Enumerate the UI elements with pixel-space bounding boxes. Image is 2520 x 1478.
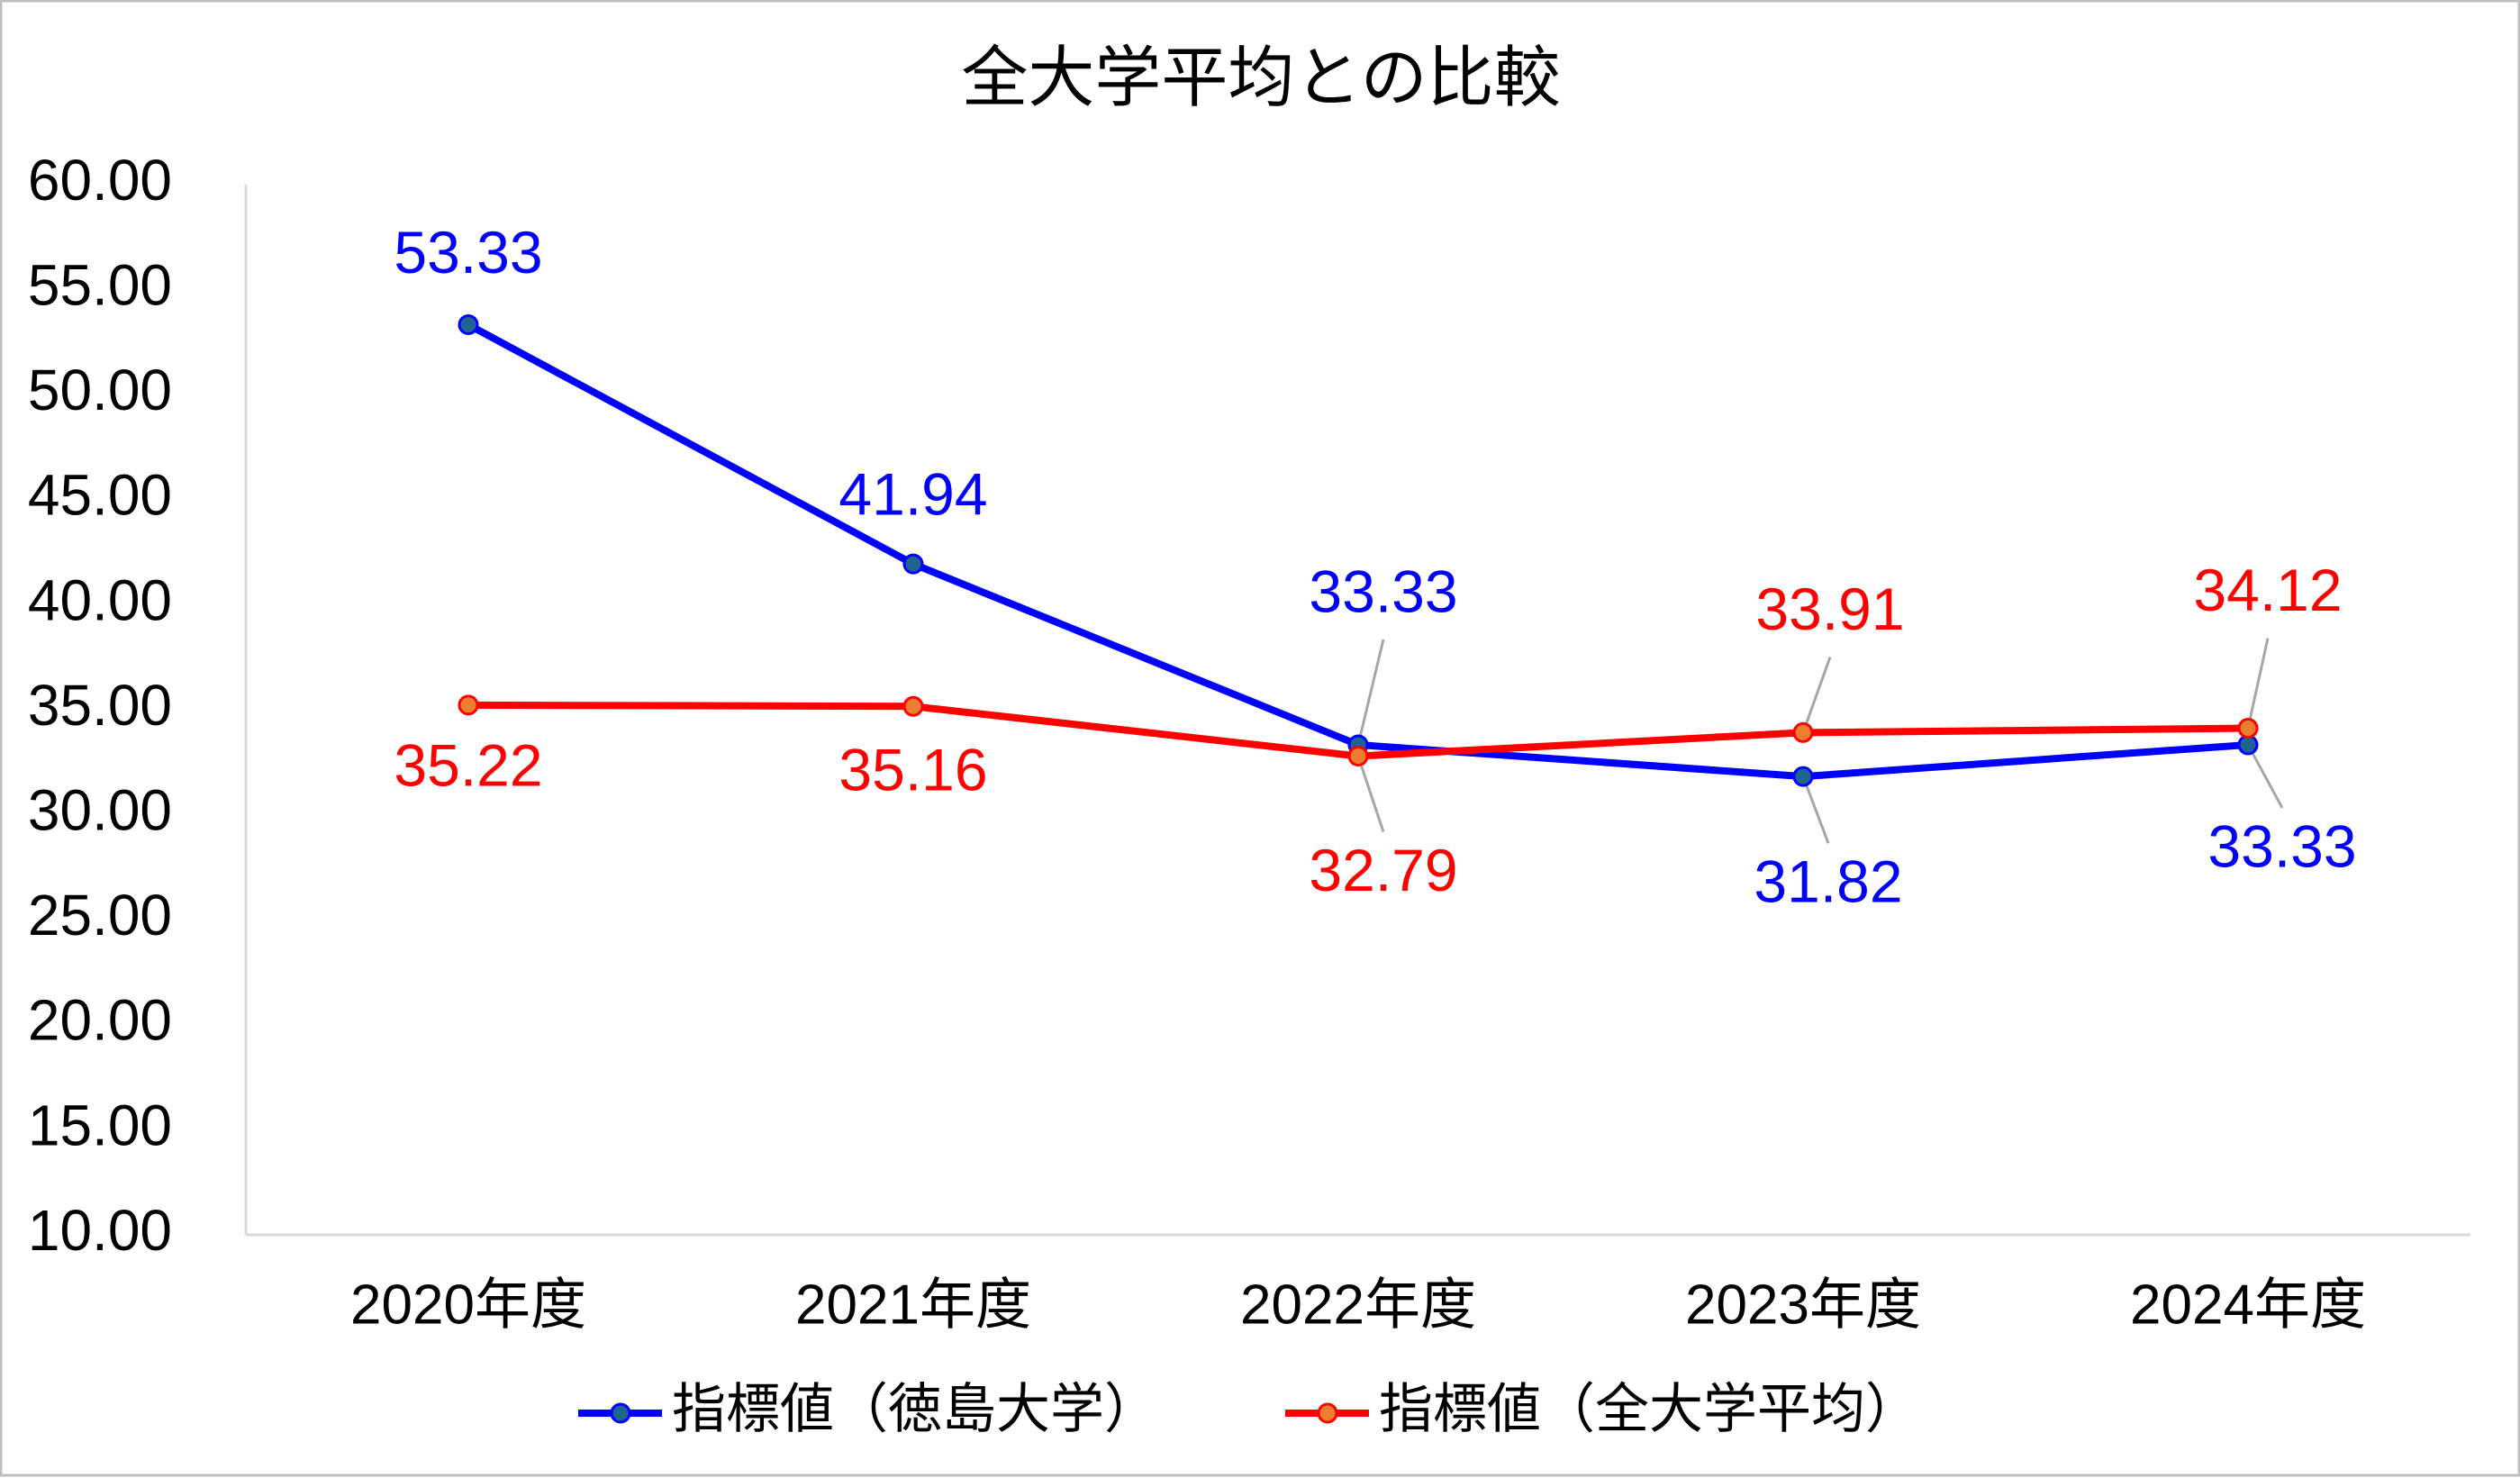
leader-line (2246, 638, 2270, 729)
data-point (902, 553, 924, 575)
legend-marker-icon (610, 1402, 631, 1424)
legend-item: 指標値（徳島大学） (578, 1379, 1158, 1439)
data-label: 35.16 (838, 737, 987, 803)
y-tick-label: 35.00 (28, 673, 172, 738)
data-point (1347, 746, 1369, 767)
leader-line (2246, 744, 2284, 809)
y-tick-label: 15.00 (28, 1093, 172, 1157)
x-tick-label: 2021年度 (795, 1274, 1031, 1336)
leader-line (1356, 756, 1385, 833)
y-tick-label: 10.00 (28, 1198, 172, 1263)
data-point (458, 694, 479, 716)
leader-line (1801, 656, 1832, 733)
x-tick-label: 2022年度 (1240, 1274, 1476, 1336)
y-tick-label: 60.00 (28, 148, 172, 213)
leader-line (1356, 639, 1385, 746)
legend-label: 指標値（徳島大学） (672, 1379, 1158, 1439)
y-tick-label: 50.00 (28, 358, 172, 422)
y-tick-label: 20.00 (28, 988, 172, 1053)
data-point (458, 314, 479, 336)
data-label: 35.22 (394, 731, 542, 798)
y-tick-label: 40.00 (28, 567, 172, 632)
data-point (1792, 721, 1814, 743)
y-tick-label: 25.00 (28, 883, 172, 948)
data-label: 32.79 (1309, 837, 1457, 903)
x-tick-label: 2024年度 (2130, 1274, 2366, 1336)
data-label: 53.33 (394, 219, 542, 286)
data-point (2237, 718, 2259, 739)
y-tick-label: 55.00 (28, 253, 172, 318)
data-point (1792, 766, 1814, 787)
x-tick-label: 2023年度 (1685, 1274, 1921, 1336)
y-tick-label: 30.00 (28, 778, 172, 843)
legend-item: 指標値（全大学平均） (1285, 1379, 1919, 1439)
x-tick-label: 2020年度 (350, 1274, 586, 1336)
data-label: 31.82 (1754, 848, 1902, 915)
y-tick-label: 45.00 (28, 463, 172, 528)
chart-title: 全大学平均との比較 (961, 41, 1560, 115)
data-point (902, 695, 924, 717)
legend-marker-icon (1317, 1402, 1338, 1424)
data-label: 33.33 (1309, 558, 1457, 624)
data-label: 33.33 (2207, 812, 2356, 879)
leader-line (1801, 775, 1830, 844)
data-label: 34.12 (2193, 557, 2342, 623)
legend-label: 指標値（全大学平均） (1379, 1379, 1919, 1439)
data-label: 41.94 (838, 461, 987, 528)
data-label: 33.91 (1755, 576, 1904, 642)
